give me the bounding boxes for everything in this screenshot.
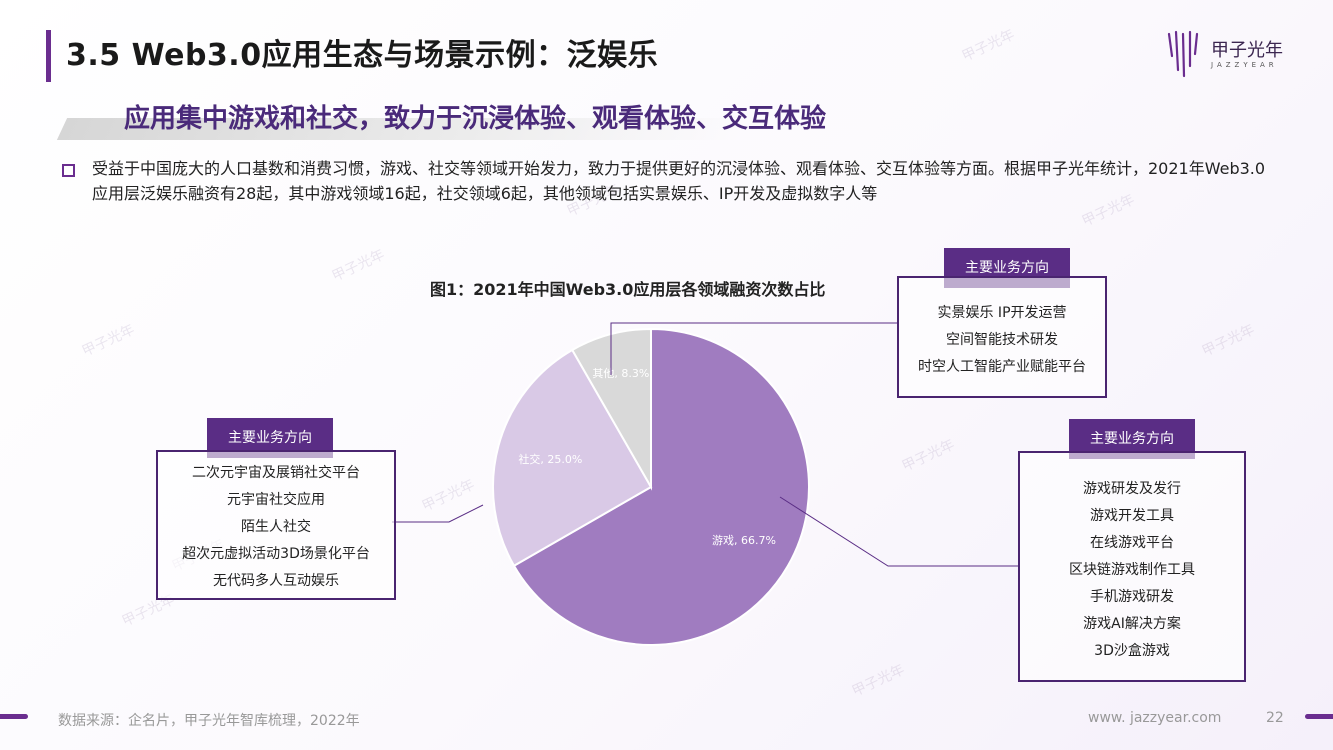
logo-name: 甲子光年: [1211, 40, 1283, 61]
site-link[interactable]: www. jazzyear.com: [1088, 710, 1222, 726]
box-item: 区块链游戏制作工具: [1069, 562, 1195, 578]
business-box-game: 游戏研发及发行 游戏开发工具 在线游戏平台 区块链游戏制作工具 手机游戏研发 游…: [1018, 451, 1246, 682]
connector-line-1: [392, 504, 484, 523]
box-item: 元宇宙社交应用: [227, 492, 325, 508]
box-item: 手机游戏研发: [1090, 589, 1174, 605]
pie-slice-2: [570, 327, 652, 491]
brand-logo: 甲子光年 JAZZYEAR: [1165, 30, 1295, 82]
title-accent-bar: [46, 30, 51, 82]
pie-data-label-2: 其他, 8.3%: [592, 367, 649, 380]
box-item: 陌生人社交: [241, 519, 311, 535]
page-title: 3.5 Web3.0应用生态与场景示例：泛娱乐: [66, 38, 659, 73]
box-item: 二次元宇宙及展销社交平台: [192, 465, 360, 481]
pie-data-label-0: 游戏, 66.7%: [712, 534, 776, 547]
box-item: 在线游戏平台: [1090, 535, 1174, 551]
footer-accent-right: [1305, 714, 1333, 719]
data-source: 数据来源：企名片，甲子光年智库梳理，2022年: [58, 713, 360, 729]
pie-slice-0: [512, 327, 810, 646]
box-item: 空间智能技术研发: [946, 332, 1058, 348]
box-item: 无代码多人互动娱乐: [213, 573, 339, 589]
box-item: 超次元虚拟活动3D场景化平台: [182, 546, 370, 562]
bullet-square-icon: [62, 164, 75, 177]
page-number: 22: [1266, 710, 1284, 726]
box-item: 时空人工智能产业赋能平台: [918, 359, 1086, 375]
logo-mark-icon: [1167, 30, 1199, 78]
box-item: 游戏AI解决方案: [1083, 616, 1181, 632]
pie-slice-1: [492, 348, 653, 568]
footer-accent-left: [0, 714, 28, 719]
box-item: 3D沙盒游戏: [1094, 643, 1170, 659]
intro-paragraph: 受益于中国庞大的人口基数和消费习惯，游戏、社交等领域开始发力，致力于提供更好的沉…: [92, 159, 1266, 203]
connector-line-0: [610, 322, 897, 375]
chart-title: 图1：2021年中国Web3.0应用层各领域融资次数占比: [430, 280, 826, 299]
logo-subtext: JAZZYEAR: [1211, 61, 1278, 69]
pie-data-label-1: 社交, 25.0%: [518, 452, 582, 466]
connector-line-2: [779, 496, 1018, 567]
business-box-other: 实景娱乐 IP开发运营 空间智能技术研发 时空人工智能产业赋能平台: [897, 276, 1107, 398]
box-item: 游戏开发工具: [1090, 508, 1174, 524]
business-box-social: 二次元宇宙及展销社交平台 元宇宙社交应用 陌生人社交 超次元虚拟活动3D场景化平…: [156, 450, 396, 600]
section-subtitle: 应用集中游戏和社交，致力于沉浸体验、观看体验、交互体验: [124, 104, 827, 134]
box-item: 游戏研发及发行: [1083, 481, 1181, 497]
box-item: 实景娱乐 IP开发运营: [937, 305, 1067, 321]
